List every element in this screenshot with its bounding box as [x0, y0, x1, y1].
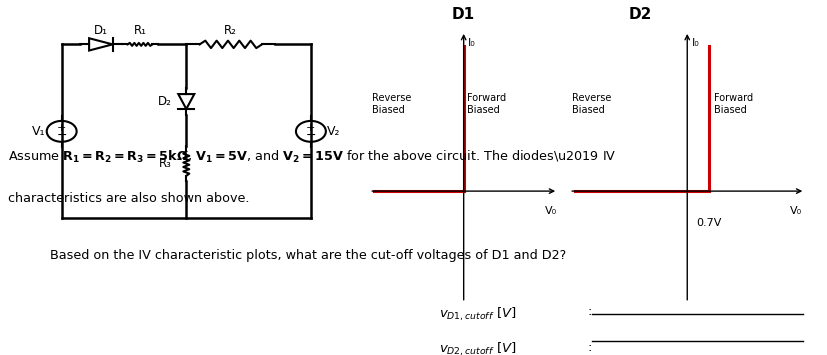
Text: :: : [587, 305, 591, 318]
Text: characteristics are also shown above.: characteristics are also shown above. [8, 192, 250, 205]
Text: V₀: V₀ [544, 206, 556, 215]
Text: D2: D2 [629, 6, 652, 22]
Text: I₀: I₀ [691, 38, 699, 48]
Text: +: + [57, 122, 66, 133]
Text: Assume $\mathbf{R_1 = R_2 = R_3 = 5k\Omega}$, $\mathbf{V_1 = 5V}$, and $\mathbf{: Assume $\mathbf{R_1 = R_2 = R_3 = 5k\Ome… [8, 149, 616, 165]
Text: −: − [56, 129, 67, 142]
Text: Forward
Biased: Forward Biased [713, 93, 752, 115]
Text: Reverse
Biased: Reverse Biased [371, 93, 411, 115]
Text: Forward
Biased: Forward Biased [466, 93, 506, 115]
Text: V₀: V₀ [789, 206, 801, 215]
Text: V₁: V₁ [31, 125, 45, 138]
Text: Reverse
Biased: Reverse Biased [571, 93, 611, 115]
Text: Based on the IV characteristic plots, what are the cut-off voltages of D1 and D2: Based on the IV characteristic plots, wh… [50, 248, 565, 262]
Text: 0.7V: 0.7V [696, 218, 721, 228]
Text: D₁: D₁ [93, 24, 108, 37]
Text: R₃: R₃ [158, 157, 171, 170]
Text: $v_{D2,cutoff}\ [V]$: $v_{D2,cutoff}\ [V]$ [438, 341, 516, 355]
Text: I₀: I₀ [466, 38, 475, 48]
Text: $v_{D1,cutoff}\ [V]$: $v_{D1,cutoff}\ [V]$ [438, 305, 516, 323]
Text: V₂: V₂ [327, 125, 341, 138]
Text: D1: D1 [452, 6, 475, 22]
Text: R₂: R₂ [224, 24, 237, 37]
Text: R₁: R₁ [133, 24, 146, 37]
Text: −: − [305, 129, 316, 142]
Text: D₂: D₂ [158, 95, 172, 108]
Text: +: + [306, 122, 315, 133]
Text: :: : [587, 341, 591, 354]
